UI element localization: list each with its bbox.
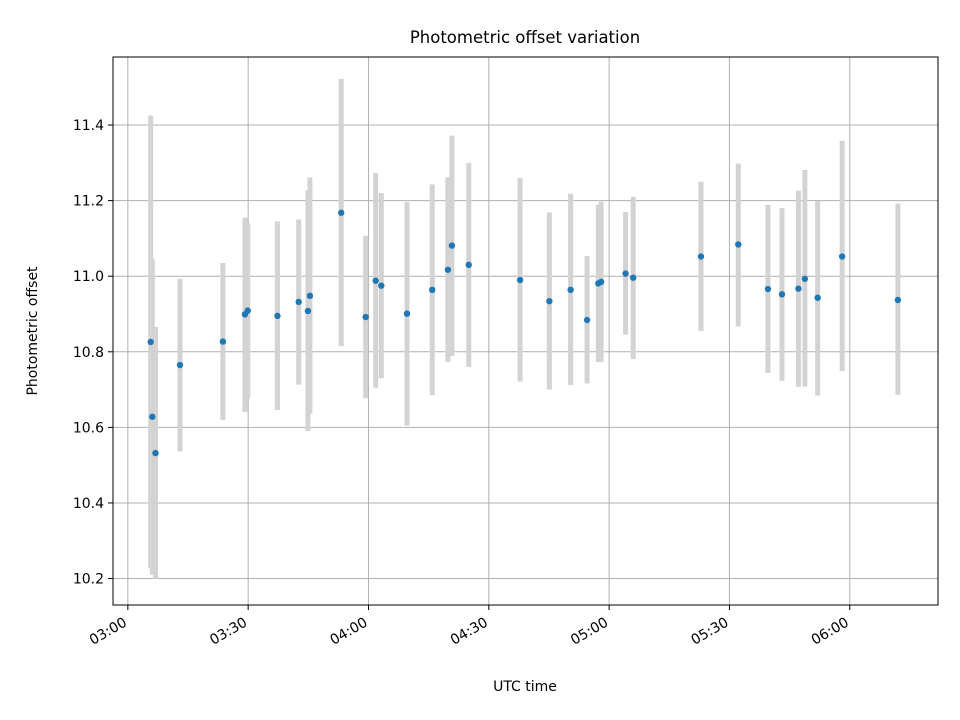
- data-point: [338, 209, 345, 216]
- y-axis: 10.2 10.4 10.6 10.8 11.0 11.2 11.4: [73, 118, 113, 588]
- y-tick-label: 11.0: [73, 269, 104, 285]
- data-point: [764, 285, 772, 293]
- y-tick-label: 10.6: [73, 420, 104, 436]
- data-point: [567, 286, 574, 294]
- data-point: [444, 266, 452, 273]
- data-point: [597, 278, 605, 286]
- data-point: [176, 361, 184, 369]
- data-point: [306, 292, 314, 300]
- y-tick-label: 10.8: [73, 345, 104, 361]
- data-point: [697, 253, 705, 260]
- data-point: [304, 307, 312, 315]
- data-point: [795, 285, 802, 292]
- data-point: [152, 449, 159, 457]
- plot-frame: [112, 56, 939, 606]
- data-point: [622, 270, 629, 277]
- data-point: [448, 242, 456, 249]
- data-point: [801, 275, 809, 283]
- y-tick-label: 10.4: [73, 496, 104, 512]
- data-point: [274, 312, 281, 320]
- data-point: [403, 310, 411, 317]
- data-point: [735, 241, 742, 248]
- chart-title: Photometric offset variation: [410, 28, 640, 47]
- data-points: [147, 209, 902, 457]
- data-point: [629, 274, 637, 281]
- data-point: [378, 282, 385, 289]
- data-point: [546, 297, 553, 305]
- data-point: [894, 296, 902, 304]
- data-point: [372, 277, 379, 284]
- data-point: [147, 338, 154, 346]
- data-point: [219, 338, 227, 345]
- data-point: [583, 316, 591, 324]
- y-tick-label: 11.2: [73, 194, 104, 210]
- data-point: [838, 253, 846, 260]
- y-tick-label: 11.4: [73, 118, 104, 134]
- data-point: [778, 291, 786, 298]
- x-axis-label: UTC time: [493, 679, 557, 695]
- data-point: [814, 294, 821, 301]
- data-point: [429, 286, 436, 294]
- data-point: [149, 413, 156, 420]
- data-point: [362, 313, 369, 321]
- y-axis-label: Photometric offset: [25, 266, 41, 396]
- data-point: [244, 307, 251, 314]
- data-point: [516, 276, 524, 284]
- data-point: [465, 261, 472, 269]
- data-point: [295, 298, 302, 306]
- y-tick-label: 10.2: [73, 572, 104, 588]
